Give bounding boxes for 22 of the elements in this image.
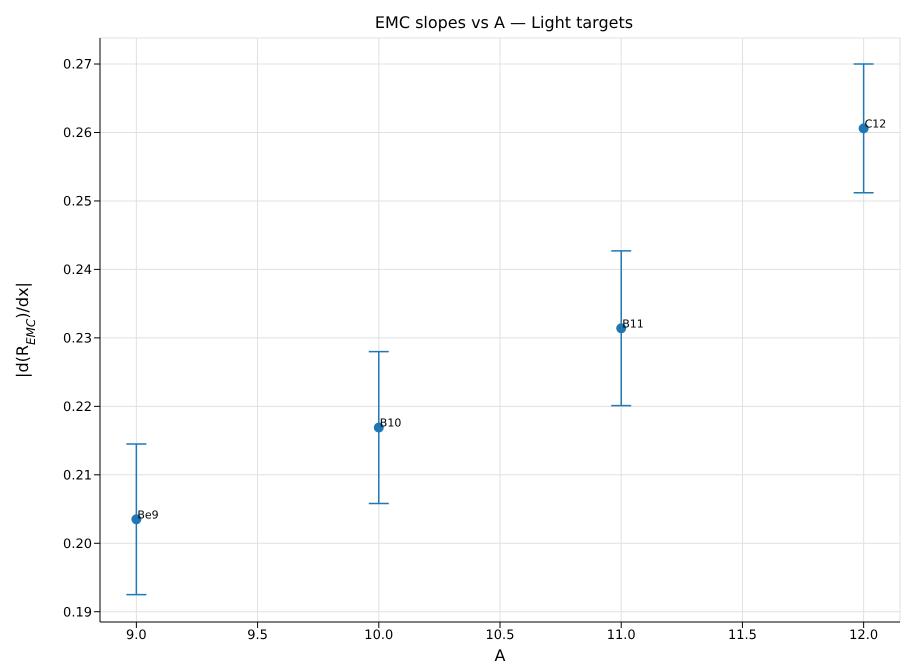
y-tick-label: 0.23 [63,331,92,346]
x-tick-label: 9.0 [126,628,147,644]
y-tick-label: 0.26 [63,126,92,142]
y-tick-label: 0.21 [63,468,92,484]
x-tick-label: 12.0 [849,628,878,644]
annotation: B10 [380,416,402,430]
y-tick-label: 0.24 [63,263,92,278]
annotation: B11 [622,317,644,330]
annotation: C12 [864,117,886,130]
annotation: Be9 [137,508,159,522]
x-tick-label: 10.5 [486,628,514,644]
y-tick-label: 0.22 [63,400,92,415]
chart-title: EMC slopes vs A — Light targets [374,13,634,32]
y-tick-label: 0.20 [63,536,92,552]
x-tick-label: 9.5 [247,628,268,644]
x-tick-label: 11.5 [728,628,757,644]
y-tick-label: 0.27 [63,58,92,73]
x-tick-label: 10.0 [364,628,394,644]
y-tick-label: 0.19 [63,605,92,620]
x-axis-title: A [494,646,506,665]
y-tick-label: 0.25 [63,194,92,210]
x-tick-label: 11.0 [606,628,636,644]
